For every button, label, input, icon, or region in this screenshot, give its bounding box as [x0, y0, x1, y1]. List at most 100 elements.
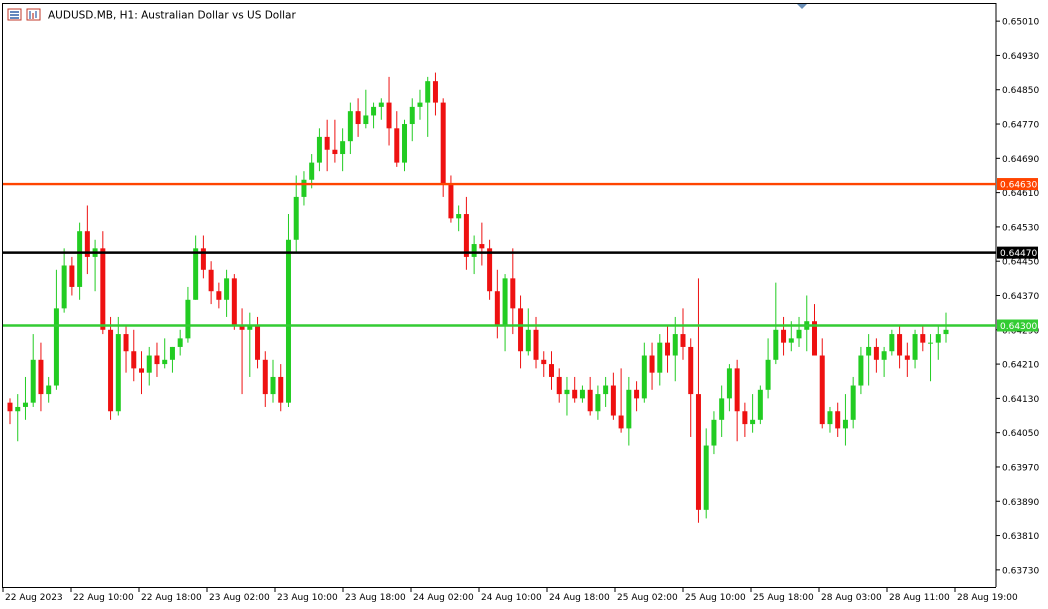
candlestick-series: [7, 72, 949, 523]
candle: [30, 334, 36, 407]
x-tick-label: 23 Aug 02:00: [209, 593, 270, 603]
bull-candle-body: [30, 359, 36, 403]
candle: [162, 338, 168, 369]
bull-candle-body: [425, 81, 431, 103]
bear-candle-body: [131, 351, 137, 369]
bear-candle-body: [680, 334, 686, 347]
x-tick-label: 22 Aug 18:00: [141, 593, 202, 603]
bull-candle-body: [185, 299, 191, 339]
candle: [270, 359, 276, 403]
bear-candle-body: [665, 342, 671, 356]
y-tick-label: 0.64130: [1002, 395, 1039, 405]
y-tick-label: 0.63810: [1002, 532, 1039, 542]
candle: [711, 411, 717, 455]
candle: [935, 325, 941, 360]
bear-candle-body: [618, 415, 624, 429]
candle: [920, 325, 926, 352]
bear-candle-body: [154, 355, 160, 365]
x-axis: 22 Aug 2023 22 Aug 10:00 22 Aug 18:00 23 Au…: [2, 587, 1018, 603]
candle: [757, 385, 763, 425]
candle: [100, 231, 106, 335]
x-tick-label: 28 Aug 11:00: [889, 593, 950, 603]
candle: [819, 338, 825, 429]
candle: [278, 364, 284, 412]
bull-candle-body: [146, 355, 152, 373]
horizontal-levels[interactable]: 0.64630 0.64470 0.64300: [3, 178, 1038, 332]
candle: [69, 256, 75, 296]
y-tick-label: 0.65010: [1002, 18, 1039, 28]
candle: [115, 316, 121, 416]
bear-candle-body: [587, 389, 593, 412]
candle: [897, 325, 903, 369]
bear-candle-body: [811, 321, 817, 356]
candle: [108, 316, 114, 420]
bull-candle-body: [850, 385, 856, 420]
bull-candle-body: [301, 179, 307, 197]
bull-candle-body: [224, 278, 230, 300]
bull-candle-body: [525, 329, 531, 352]
bull-candle-body: [641, 355, 647, 399]
x-tick-label: 24 Aug 02:00: [413, 593, 474, 603]
candle: [239, 308, 245, 395]
candle: [827, 406, 833, 433]
candle: [262, 351, 268, 407]
candle: [324, 119, 330, 172]
bear-candle-body: [695, 394, 701, 510]
bear-candle-body: [897, 334, 903, 356]
y-tick-label: 0.64850: [1002, 86, 1039, 96]
bear-candle-body: [324, 136, 330, 150]
candle: [579, 385, 585, 403]
chart-properties-icon[interactable]: [26, 8, 41, 21]
candle: [53, 269, 59, 390]
symbol-title: AUDUSD.MB, H1: Australian Dollar vs US D…: [48, 10, 296, 22]
bull-candle-body: [757, 389, 763, 420]
candle: [695, 278, 701, 523]
bull-candle-body: [169, 346, 175, 360]
bear-candle-body: [355, 111, 361, 125]
candle: [626, 376, 632, 446]
bull-candle-body: [409, 106, 415, 125]
bars-menu-icon[interactable]: [7, 8, 22, 21]
bull-candle-body: [193, 248, 199, 300]
bull-candle-body: [22, 402, 28, 407]
bull-candle-body: [928, 342, 934, 344]
candle: [858, 346, 864, 395]
candle: [293, 175, 299, 253]
candle: [703, 428, 709, 519]
bear-candle-body: [556, 376, 562, 395]
candle: [487, 239, 493, 300]
bear-candle-body: [332, 149, 338, 155]
bull-candle-body: [456, 214, 462, 219]
candle: [734, 359, 740, 442]
candle: [726, 364, 732, 412]
bear-candle-body: [487, 248, 493, 292]
candle: [15, 394, 21, 442]
y-tick-label: 0.63730: [1002, 566, 1039, 576]
candle: [216, 282, 222, 309]
bear-candle-body: [533, 329, 539, 360]
bull-candle-body: [672, 334, 678, 356]
candle: [928, 334, 934, 382]
bear-candle-body: [448, 184, 454, 219]
candle: [518, 295, 524, 369]
candle: [463, 196, 469, 270]
bull-candle-body: [719, 398, 725, 420]
bear-candle-body: [231, 278, 237, 326]
x-tick-label: 22 Aug 10:00: [73, 593, 134, 603]
candle: [301, 171, 307, 206]
candle: [494, 269, 500, 339]
candle: [363, 89, 369, 129]
bull-candle-body: [703, 445, 709, 510]
bear-candle-body: [781, 329, 787, 343]
bull-candle-body: [471, 244, 477, 257]
bear-candle-body: [38, 359, 44, 395]
x-tick-label: 24 Aug 18:00: [549, 593, 610, 603]
candle: [193, 235, 199, 300]
candle: [665, 325, 671, 373]
candle: [657, 334, 663, 386]
candle: [471, 235, 477, 275]
bear-candle-body: [649, 355, 655, 373]
bear-candle-body: [494, 291, 500, 326]
